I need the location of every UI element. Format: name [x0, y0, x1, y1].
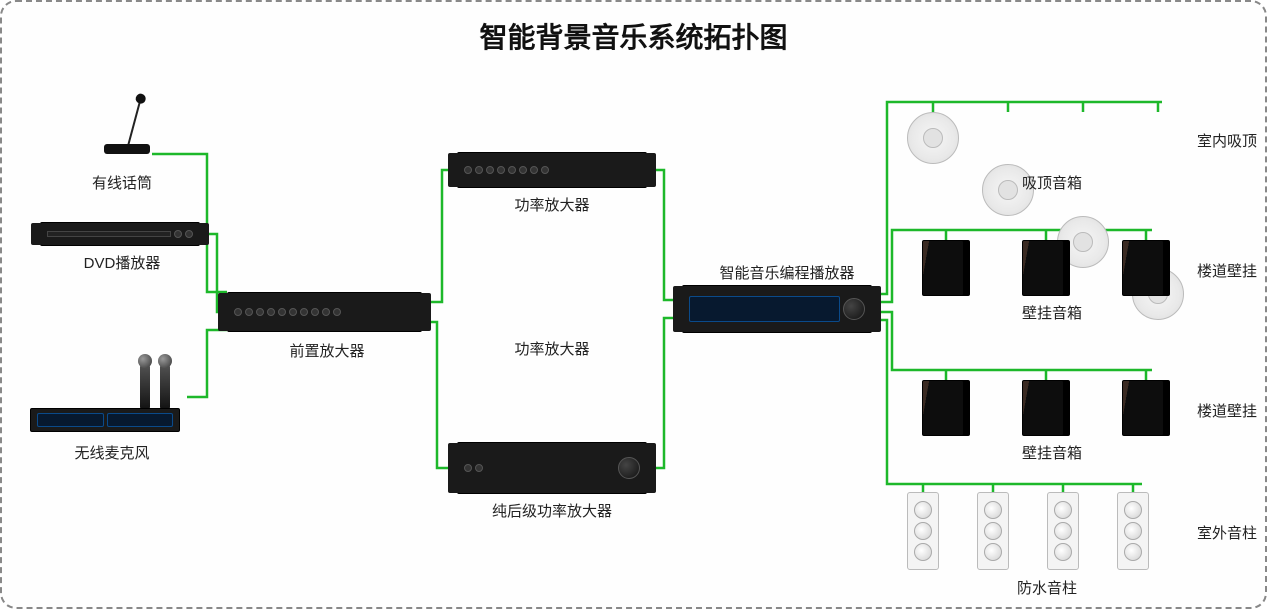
- wall2-side-label: 楼道壁挂: [1197, 400, 1257, 421]
- wall-speaker-icon: [1022, 380, 1070, 436]
- diagram-canvas: 智能背景音乐系统拓扑图 有线话筒 DVD播放器 无线麦克风: [0, 0, 1267, 609]
- power-amp-bottom-label: 纯后级功率放大器: [472, 500, 632, 521]
- column-speaker-icon: [977, 492, 1009, 570]
- column-side-label: 室外音柱: [1197, 522, 1257, 543]
- ceiling-group-label: 吸顶音箱: [1002, 172, 1102, 193]
- wall-speaker-icon: [922, 380, 970, 436]
- wireless-mic-icon: [30, 362, 210, 432]
- column-speaker-icon: [1047, 492, 1079, 570]
- wall-group1-label: 壁挂音箱: [1002, 302, 1102, 323]
- wall-group2-label: 壁挂音箱: [1002, 442, 1102, 463]
- column-speaker-icon: [907, 492, 939, 570]
- smart-player-icon: [682, 285, 872, 333]
- wall-speaker-icon: [1122, 240, 1170, 296]
- ceiling-side-label: 室内吸顶: [1197, 130, 1257, 151]
- power-amp-top-icon: [457, 152, 647, 188]
- wireless-mic-label: 无线麦克风: [42, 442, 182, 463]
- smart-player-label: 智能音乐编程播放器: [687, 262, 887, 283]
- power-amp-mid-label: 功率放大器: [492, 338, 612, 359]
- wall-speaker-icon: [1122, 380, 1170, 436]
- dvd-player-icon: [40, 222, 200, 246]
- dvd-player-label: DVD播放器: [52, 252, 192, 273]
- preamp-label: 前置放大器: [262, 340, 392, 361]
- wall-speaker-icon: [922, 240, 970, 296]
- column-group-label: 防水音柱: [997, 577, 1097, 598]
- power-amp-bottom-icon: [457, 442, 647, 494]
- wired-mic-icon: [82, 92, 172, 154]
- diagram-title: 智能背景音乐系统拓扑图: [2, 16, 1265, 56]
- ceiling-speaker-icon: [907, 112, 959, 164]
- power-amp-top-label: 功率放大器: [492, 194, 612, 215]
- wired-mic-label: 有线话筒: [62, 172, 182, 193]
- wall1-side-label: 楼道壁挂: [1197, 260, 1257, 281]
- column-speaker-icon: [1117, 492, 1149, 570]
- wall-speaker-icon: [1022, 240, 1070, 296]
- preamp-icon: [227, 292, 422, 332]
